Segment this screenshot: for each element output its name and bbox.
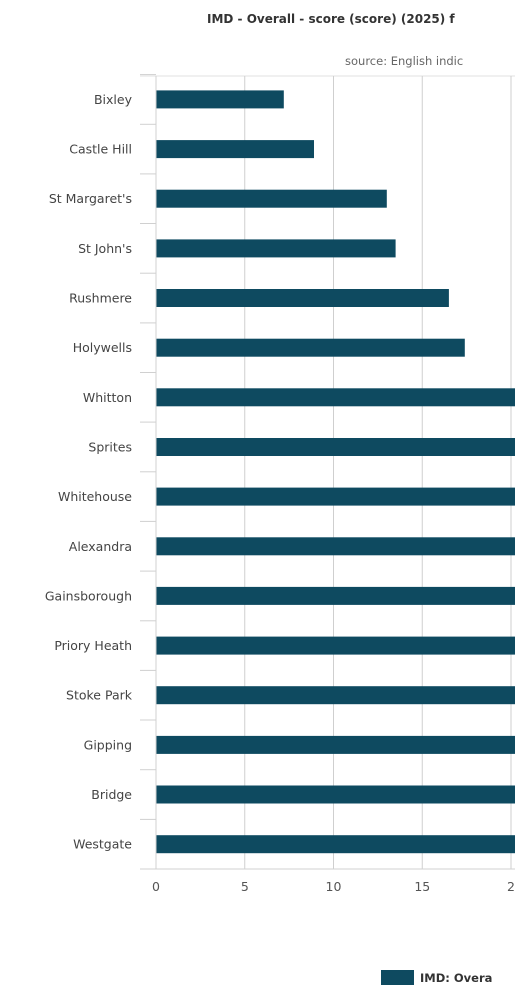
bar-9[interactable] bbox=[156, 537, 515, 556]
axes bbox=[140, 74, 515, 870]
x-tick-label-2: 10 bbox=[326, 879, 342, 894]
bar-4[interactable] bbox=[156, 289, 449, 307]
bar-10[interactable] bbox=[156, 586, 515, 605]
category-label-11: Priory Heath bbox=[54, 638, 132, 653]
legend-label: IMD: Overa bbox=[420, 971, 492, 985]
category-label-0: Bixley bbox=[94, 92, 133, 107]
legend-swatch bbox=[381, 970, 414, 985]
bar-5[interactable] bbox=[156, 338, 465, 357]
bar-12[interactable] bbox=[156, 686, 515, 705]
x-tick-labels: 0 5 10 15 2 bbox=[152, 879, 515, 894]
bar-13[interactable] bbox=[156, 735, 515, 754]
category-label-9: Alexandra bbox=[69, 539, 132, 554]
category-label-12: Stoke Park bbox=[66, 688, 133, 703]
bar-15[interactable] bbox=[156, 835, 515, 854]
x-tick-label-0: 0 bbox=[152, 879, 160, 894]
category-labels: Bixley Castle Hill St Margaret's St John's R… bbox=[45, 92, 133, 852]
x-tick-label-1: 5 bbox=[241, 879, 249, 894]
bar-3[interactable] bbox=[156, 239, 396, 258]
category-label-8: Whitehouse bbox=[58, 489, 132, 504]
chart-subtitle: source: English indic bbox=[345, 54, 463, 68]
bar-14[interactable] bbox=[156, 785, 515, 804]
category-label-10: Gainsborough bbox=[45, 588, 132, 603]
bar-6[interactable] bbox=[156, 388, 515, 407]
bar-8[interactable] bbox=[156, 487, 515, 506]
bar-11[interactable] bbox=[156, 636, 515, 655]
category-label-2: St Margaret's bbox=[49, 191, 132, 206]
bars bbox=[156, 90, 515, 854]
category-label-4: Rushmere bbox=[69, 291, 132, 306]
bar-0[interactable] bbox=[156, 90, 284, 109]
bar-2[interactable] bbox=[156, 189, 387, 208]
x-tick-label-3: 15 bbox=[414, 879, 430, 894]
bar-7[interactable] bbox=[156, 438, 515, 456]
category-label-15: Westgate bbox=[73, 837, 132, 852]
x-tick-label-4: 2 bbox=[507, 879, 515, 894]
category-label-7: Sprites bbox=[88, 440, 132, 455]
category-label-14: Bridge bbox=[91, 787, 132, 802]
category-label-3: St John's bbox=[78, 241, 132, 256]
chart-title: IMD - Overall - score (score) (2025) f bbox=[207, 12, 455, 26]
legend[interactable]: IMD: Overa bbox=[381, 970, 492, 985]
bar-1[interactable] bbox=[156, 140, 314, 159]
category-label-13: Gipping bbox=[84, 737, 132, 752]
category-label-1: Castle Hill bbox=[69, 142, 132, 157]
category-label-6: Whitton bbox=[83, 390, 132, 405]
category-label-5: Holywells bbox=[73, 340, 132, 355]
